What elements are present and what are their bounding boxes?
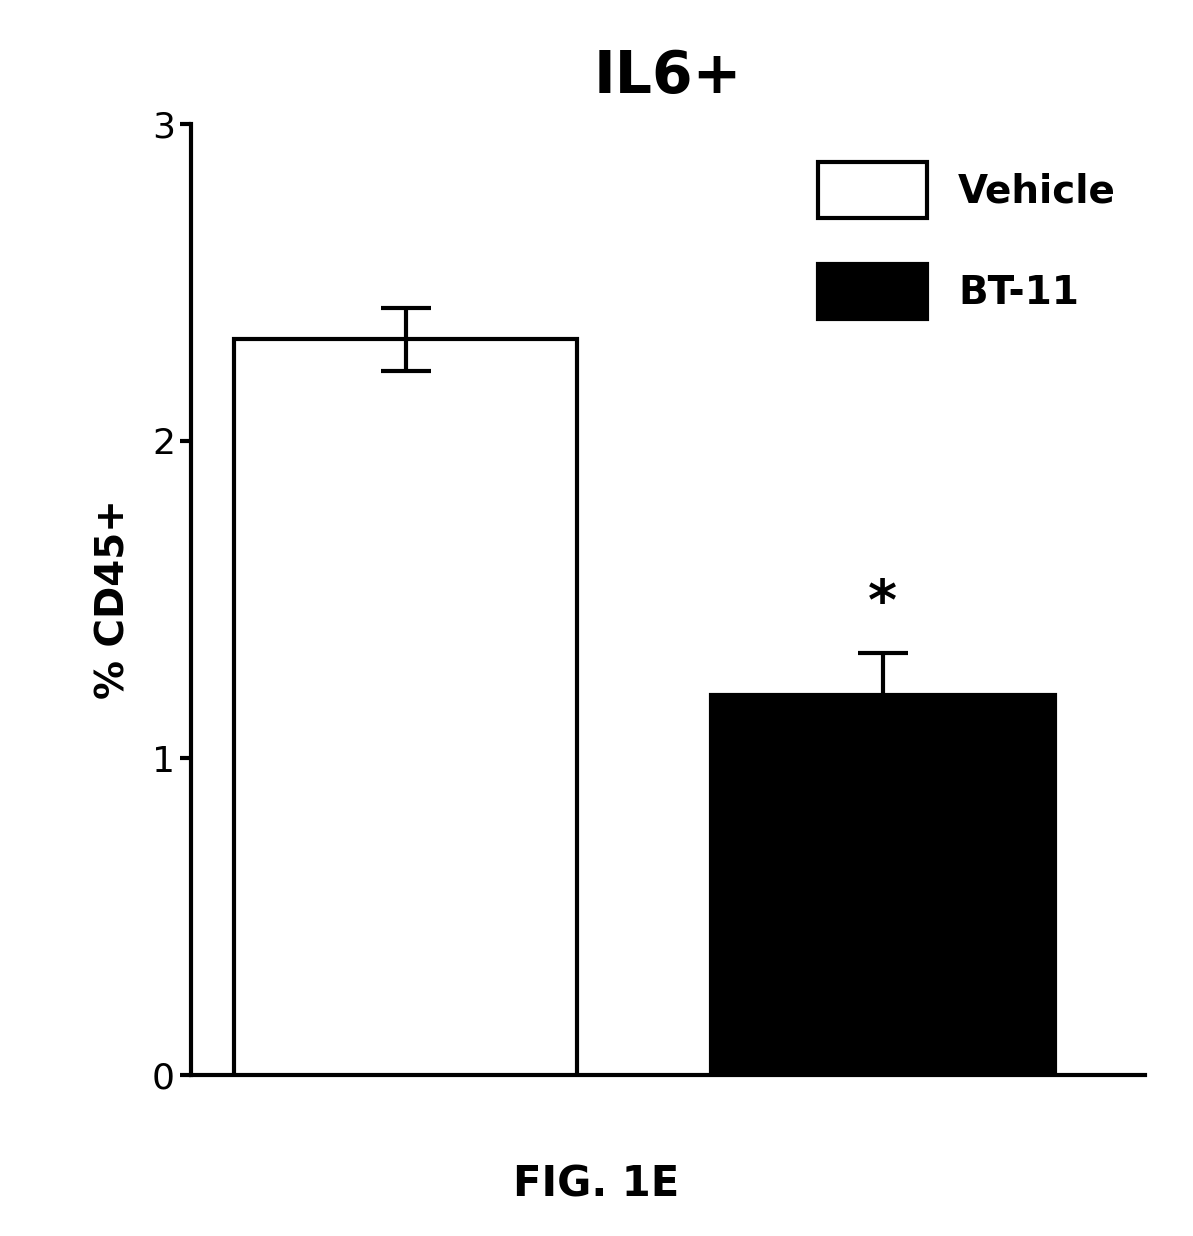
Y-axis label: % CD45+: % CD45+	[94, 499, 132, 700]
Text: FIG. 1E: FIG. 1E	[513, 1163, 680, 1205]
Bar	[711, 695, 1055, 1075]
Legend: Vehicle, BT-11: Vehicle, BT-11	[798, 143, 1136, 339]
Bar	[234, 340, 577, 1075]
Title: IL6+: IL6+	[594, 48, 742, 105]
Text: *: *	[869, 577, 897, 632]
